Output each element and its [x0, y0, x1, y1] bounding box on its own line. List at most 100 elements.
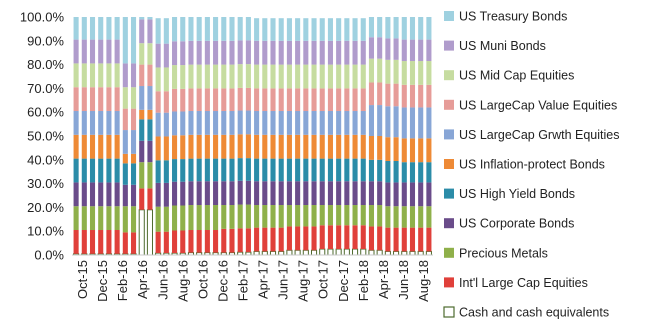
bar-segment: [254, 227, 260, 252]
bar-segment: [253, 250, 260, 256]
bar-segment: [213, 40, 219, 65]
legend-item: US Inflation-protect Bonds: [444, 158, 605, 172]
x-tick-label: Jun-17: [276, 260, 291, 300]
bar-segment: [327, 134, 333, 159]
bar-segment: [188, 17, 194, 41]
bar-segment: [352, 248, 359, 256]
bar-segment: [73, 230, 79, 254]
bar-segment: [278, 227, 284, 252]
bar-segment: [98, 17, 104, 40]
bar-segment: [327, 111, 333, 135]
bar-segment: [401, 227, 407, 252]
bar-segment: [344, 18, 350, 41]
bar-segment: [188, 64, 194, 89]
bar-segment: [303, 134, 309, 159]
bar-segment: [229, 158, 235, 182]
bar-segment: [130, 17, 137, 64]
bar-segment: [237, 134, 243, 159]
bar-segment: [303, 226, 309, 251]
bar-segment: [130, 163, 137, 185]
bar-segment: [344, 111, 350, 135]
bar-segment: [418, 17, 424, 40]
bar-segment: [155, 91, 161, 113]
bar-segment: [344, 88, 350, 112]
bar-segment: [303, 18, 309, 41]
bar-segment: [122, 206, 128, 233]
bar-segment: [261, 250, 268, 256]
bar-segment: [295, 205, 301, 227]
bar-segment: [344, 64, 350, 89]
bar-segment: [409, 227, 416, 252]
bar-segment: [114, 206, 120, 231]
bar-segment: [270, 227, 276, 252]
bar-segment: [352, 88, 358, 112]
bar-segment: [188, 181, 194, 206]
bar-segment: [377, 226, 383, 251]
bar-segment: [302, 249, 309, 256]
y-tick-label: 70.0%: [27, 81, 64, 96]
legend-swatch: [444, 70, 454, 81]
bar-segment: [81, 158, 87, 183]
bar-segment: [229, 181, 235, 206]
bar-segment: [360, 134, 366, 159]
bar-segment: [336, 111, 342, 135]
bar-segment: [278, 64, 284, 89]
bar-segment: [254, 111, 260, 135]
bar-segment: [426, 17, 432, 40]
bar-segment: [418, 39, 424, 62]
bar-segment: [130, 130, 137, 154]
bar-segment: [327, 64, 333, 89]
bar-segment: [319, 88, 325, 112]
bar-segment: [368, 181, 375, 206]
x-tick-label: Dec-17: [336, 260, 351, 302]
bar-segment: [409, 206, 416, 228]
bar-segment: [377, 37, 383, 59]
bar-segment: [81, 182, 87, 207]
bar-segment: [409, 138, 416, 163]
bar-segment: [188, 40, 194, 65]
bar-segment: [368, 205, 375, 227]
bar-segment: [336, 225, 342, 250]
bar-segment: [73, 63, 79, 88]
bar-segment: [172, 17, 178, 42]
bar-segment: [237, 204, 243, 229]
bar-segment: [155, 67, 161, 92]
bar-segment: [237, 180, 243, 205]
bar-segment: [426, 162, 432, 183]
bar-segment: [360, 64, 366, 89]
bar-segment: [114, 63, 120, 88]
bar-segment: [221, 88, 227, 112]
bar-segment: [344, 205, 350, 226]
bar-segment: [270, 181, 276, 206]
bar-segment: [295, 40, 301, 65]
bar-segment: [327, 40, 333, 65]
bar-segment: [303, 111, 309, 135]
bar-segment: [245, 180, 251, 205]
bar-segment: [196, 64, 202, 89]
bar-segment: [204, 230, 210, 253]
y-tick-label: 90.0%: [27, 33, 64, 48]
bar-segment: [377, 159, 383, 182]
bar-segment: [98, 206, 104, 231]
legend-item: Int'l Large Cap Equities: [444, 276, 588, 290]
bar-segment: [352, 225, 358, 250]
bar-segment: [401, 17, 407, 40]
bar-segment: [311, 158, 317, 182]
y-axis: 0.0% 10.0% 20.0% 30.0% 40.0% 50.0% 60.0% 70.0% 8…: [20, 10, 65, 263]
legend-item: US Muni Bonds: [444, 39, 546, 53]
bar-segment: [130, 184, 137, 207]
bar-segment: [98, 39, 104, 64]
bar-segment: [286, 18, 292, 41]
bar-segment: [147, 109, 153, 120]
bar-segment: [409, 84, 416, 108]
bar-segment: [237, 64, 243, 88]
bar-segment: [286, 134, 292, 159]
legend-swatch: [444, 129, 454, 140]
bar-segment: [98, 230, 104, 254]
bar-segment: [73, 111, 79, 135]
bar-segment: [147, 43, 153, 65]
bar-segment: [254, 40, 260, 65]
bar-segment: [130, 63, 137, 88]
bar-segment: [188, 88, 194, 112]
bar-segment: [344, 134, 350, 159]
